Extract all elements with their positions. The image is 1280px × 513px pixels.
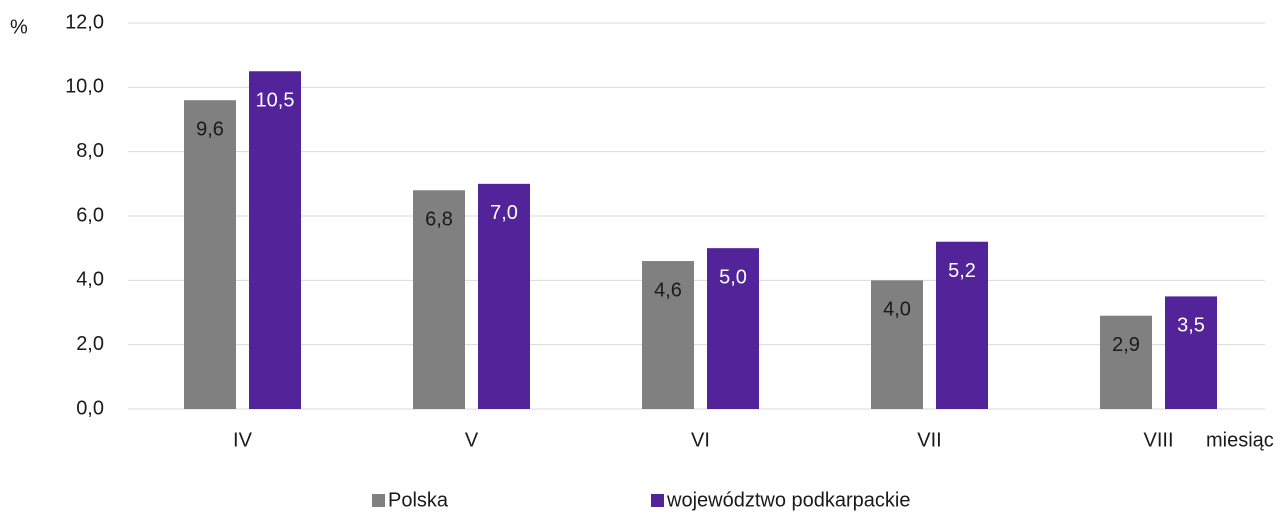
x-tick-label: VIII <box>1143 429 1173 451</box>
bar <box>1100 315 1152 409</box>
y-tick-label: 6,0 <box>76 204 104 226</box>
legend-label: Polska <box>388 489 449 511</box>
value-label: 3,5 <box>1177 315 1205 337</box>
legend-label: województwo podkarpackie <box>666 489 910 511</box>
bar <box>642 261 694 409</box>
y-tick-label: 0,0 <box>76 397 104 419</box>
value-label: 2,9 <box>1112 334 1140 356</box>
y-axis-label: % <box>10 16 28 38</box>
legend-swatch <box>372 494 385 507</box>
value-label: 4,6 <box>654 279 682 301</box>
x-tick-label: VII <box>917 429 941 451</box>
value-label: 5,2 <box>948 260 976 282</box>
bar <box>1165 296 1217 409</box>
x-tick-label: V <box>465 429 479 451</box>
y-tick-label: 10,0 <box>65 76 104 98</box>
value-label: 10,5 <box>256 90 295 112</box>
y-tick-label: 4,0 <box>76 269 104 291</box>
x-tick-label: IV <box>233 429 253 451</box>
bar <box>478 183 530 409</box>
value-label: 9,6 <box>196 118 224 140</box>
bar <box>184 100 236 409</box>
value-label: 5,0 <box>719 266 747 288</box>
bar <box>249 71 301 409</box>
value-label: 6,8 <box>425 209 453 231</box>
bar <box>936 241 988 409</box>
legend-swatch <box>651 494 664 507</box>
y-tick-label: 2,0 <box>76 333 104 355</box>
value-label: 7,0 <box>490 202 518 224</box>
bar <box>707 248 759 409</box>
bar <box>871 280 923 409</box>
y-tick-label: 8,0 <box>76 140 104 162</box>
bar <box>413 190 465 409</box>
x-tick-label: VI <box>691 429 710 451</box>
value-label: 4,0 <box>883 299 911 321</box>
x-axis-label: miesiąc <box>1206 429 1274 451</box>
y-tick-label: 12,0 <box>65 11 104 33</box>
